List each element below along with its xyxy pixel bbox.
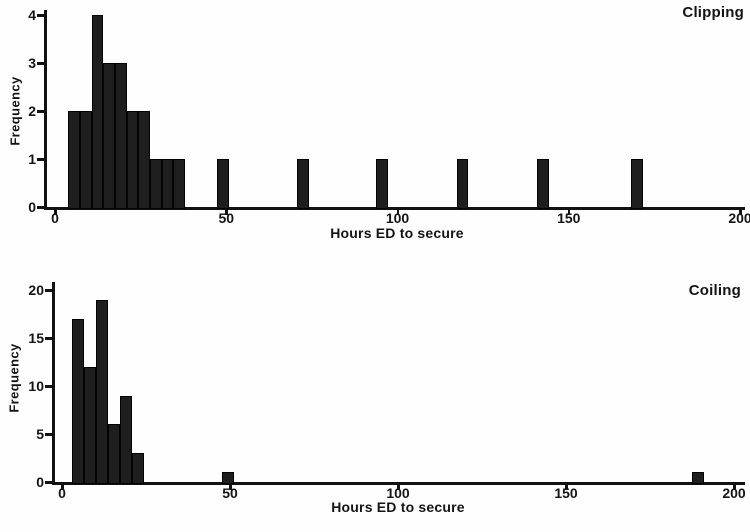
y-tick-mark xyxy=(45,481,52,484)
y-axis-label: Frequency xyxy=(6,343,22,413)
histogram-bar xyxy=(138,111,150,209)
x-tick-mark xyxy=(739,209,742,215)
x-tick-label: 200 xyxy=(722,485,746,501)
histogram-bar xyxy=(108,424,121,484)
clipping-plot-area: 0 1 2 3 4 0 50 100 150 200 xyxy=(28,7,750,226)
histogram-bar xyxy=(149,159,162,209)
x-axis xyxy=(52,482,745,485)
histogram-bar xyxy=(173,159,185,209)
x-tick-label: 50 xyxy=(218,210,235,226)
histogram-bar xyxy=(103,63,115,209)
y-tick-mark xyxy=(45,289,52,292)
x-tick-mark xyxy=(54,209,57,215)
histogram-bar xyxy=(91,15,104,209)
y-axis xyxy=(52,282,55,484)
x-axis-label: Hours ED to secure xyxy=(330,225,464,241)
x-tick-mark xyxy=(61,484,64,490)
x-tick-mark xyxy=(225,209,228,215)
y-axis xyxy=(44,10,47,209)
y-tick-mark xyxy=(45,385,52,388)
chart-title-clipping: Clipping xyxy=(682,4,744,21)
x-axis xyxy=(44,207,745,210)
y-tick-label: 0 xyxy=(36,474,44,490)
x-tick-mark xyxy=(396,209,399,215)
x-axis-label: Hours ED to secure xyxy=(331,499,465,515)
y-tick-label: 10 xyxy=(28,378,44,394)
histogram-bar xyxy=(217,159,229,209)
y-tick-mark xyxy=(37,158,44,161)
x-tick-label: 0 xyxy=(58,485,66,501)
y-tick-label: 1 xyxy=(28,151,36,167)
y-tick-label: 2 xyxy=(28,103,36,119)
histogram-bar xyxy=(537,159,549,209)
histogram-bar xyxy=(376,159,388,209)
y-tick-mark xyxy=(45,433,52,436)
coiling-chart: 0 5 10 15 20 0 50 100 150 200 Coiling Frequency H… xyxy=(0,266,750,532)
x-tick-label: 50 xyxy=(222,485,238,501)
coiling-plot-area: 0 5 10 15 20 0 50 100 150 200 xyxy=(0,266,750,532)
histogram-bar xyxy=(126,111,139,209)
histogram-bar xyxy=(80,111,92,209)
x-tick-label: 150 xyxy=(557,210,581,226)
y-tick-mark xyxy=(37,14,44,17)
x-tick-label: 100 xyxy=(385,210,410,226)
y-tick-label: 3 xyxy=(28,55,36,71)
x-tick-mark xyxy=(567,209,571,215)
histogram-bar xyxy=(68,111,80,209)
y-tick-label: 15 xyxy=(28,330,44,346)
y-tick-label: 0 xyxy=(28,199,36,215)
y-tick-mark xyxy=(37,206,44,209)
x-tick-mark xyxy=(397,484,400,490)
histogram-bar xyxy=(71,318,84,484)
x-tick-mark xyxy=(229,484,232,490)
histogram-bar xyxy=(95,299,109,484)
chart-title-coiling: Coiling xyxy=(688,282,741,299)
histogram-bar xyxy=(297,159,310,209)
y-tick-mark xyxy=(37,110,44,113)
histogram-bar xyxy=(161,159,174,209)
x-tick-mark xyxy=(733,484,736,490)
histogram-bar xyxy=(692,472,704,484)
histogram-bar xyxy=(83,366,96,484)
histogram-bar xyxy=(222,472,234,484)
x-tick-mark xyxy=(565,484,568,490)
x-tick-label: 150 xyxy=(554,485,578,501)
histogram-bar xyxy=(114,63,127,209)
y-tick-mark xyxy=(45,337,52,340)
histogram-bar xyxy=(120,395,133,484)
clipping-chart: 0 1 2 3 4 0 50 100 150 200 Clipping Frequency Hou… xyxy=(7,4,750,241)
y-tick-label: 20 xyxy=(28,282,44,298)
x-tick-label: 200 xyxy=(728,210,750,226)
histogram-bar xyxy=(132,453,145,484)
y-tick-label: 4 xyxy=(28,7,36,23)
y-axis-label: Frequency xyxy=(7,76,23,146)
y-tick-label: 5 xyxy=(36,426,44,442)
x-tick-label: 100 xyxy=(386,485,410,501)
x-tick-label: 0 xyxy=(51,210,59,226)
histogram-bar xyxy=(631,159,644,209)
histogram-bar xyxy=(456,159,469,209)
y-tick-mark xyxy=(37,62,44,65)
